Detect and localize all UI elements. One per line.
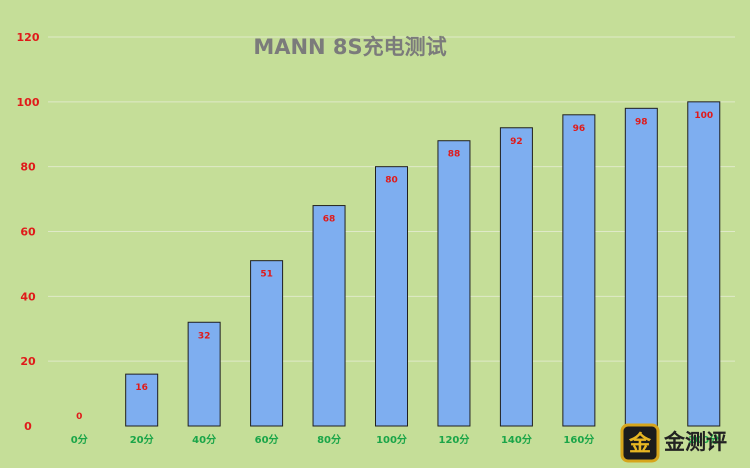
- y-tick-label: 100: [17, 96, 40, 109]
- x-tick-label: 0分: [71, 433, 88, 446]
- data-label: 51: [260, 270, 273, 280]
- bar: [499, 127, 533, 427]
- data-label: 16: [135, 383, 148, 393]
- x-tick-label: 40分: [192, 433, 216, 446]
- data-label: 32: [198, 331, 211, 341]
- data-labels: 0 16 32 51 68 80 88 92 96 98 100: [76, 111, 713, 422]
- bar: [250, 260, 284, 427]
- y-tick-label: 0: [24, 420, 32, 433]
- x-tick-label: 60分: [255, 433, 279, 446]
- bar: [687, 101, 721, 427]
- data-label: 98: [635, 117, 648, 127]
- x-tick-label: 20分: [130, 433, 154, 446]
- y-tick-label: 40: [20, 290, 36, 303]
- data-label: 100: [694, 111, 713, 121]
- data-label: 92: [510, 137, 523, 147]
- x-tick-label: 120分: [439, 433, 470, 446]
- x-tick-label: 140分: [501, 433, 532, 446]
- bar: [187, 321, 221, 427]
- x-tick-label: 160分: [563, 433, 594, 446]
- bar: [375, 166, 408, 427]
- y-tick-label: 120: [17, 31, 40, 44]
- data-label: 68: [323, 215, 336, 225]
- watermark: 金 金测评: [620, 423, 727, 463]
- y-tick-label: 20: [20, 355, 36, 368]
- watermark-text: 金测评: [663, 430, 727, 454]
- bar: [624, 107, 658, 427]
- watermark-logo-glyph: 金: [628, 431, 652, 457]
- x-tick-label: 80分: [317, 433, 341, 446]
- bars: [125, 101, 721, 427]
- y-tick-label: 60: [20, 226, 36, 239]
- bar: [312, 205, 346, 427]
- bar: [125, 373, 159, 427]
- data-label: 88: [448, 150, 461, 160]
- chart-title: MANN 8S充电测试: [253, 35, 446, 59]
- data-label: 80: [385, 176, 398, 186]
- y-axis-ticks: 0 20 40 60 80 100 120: [17, 31, 40, 433]
- y-tick-label: 80: [20, 161, 36, 174]
- x-tick-label: 200分: [688, 433, 719, 446]
- x-tick-label: 100分: [376, 433, 407, 446]
- data-label: 96: [573, 124, 586, 134]
- bar: [437, 140, 471, 427]
- data-label: 0: [76, 412, 82, 422]
- bar: [562, 114, 596, 427]
- gold-coin-logo-icon: [620, 423, 660, 463]
